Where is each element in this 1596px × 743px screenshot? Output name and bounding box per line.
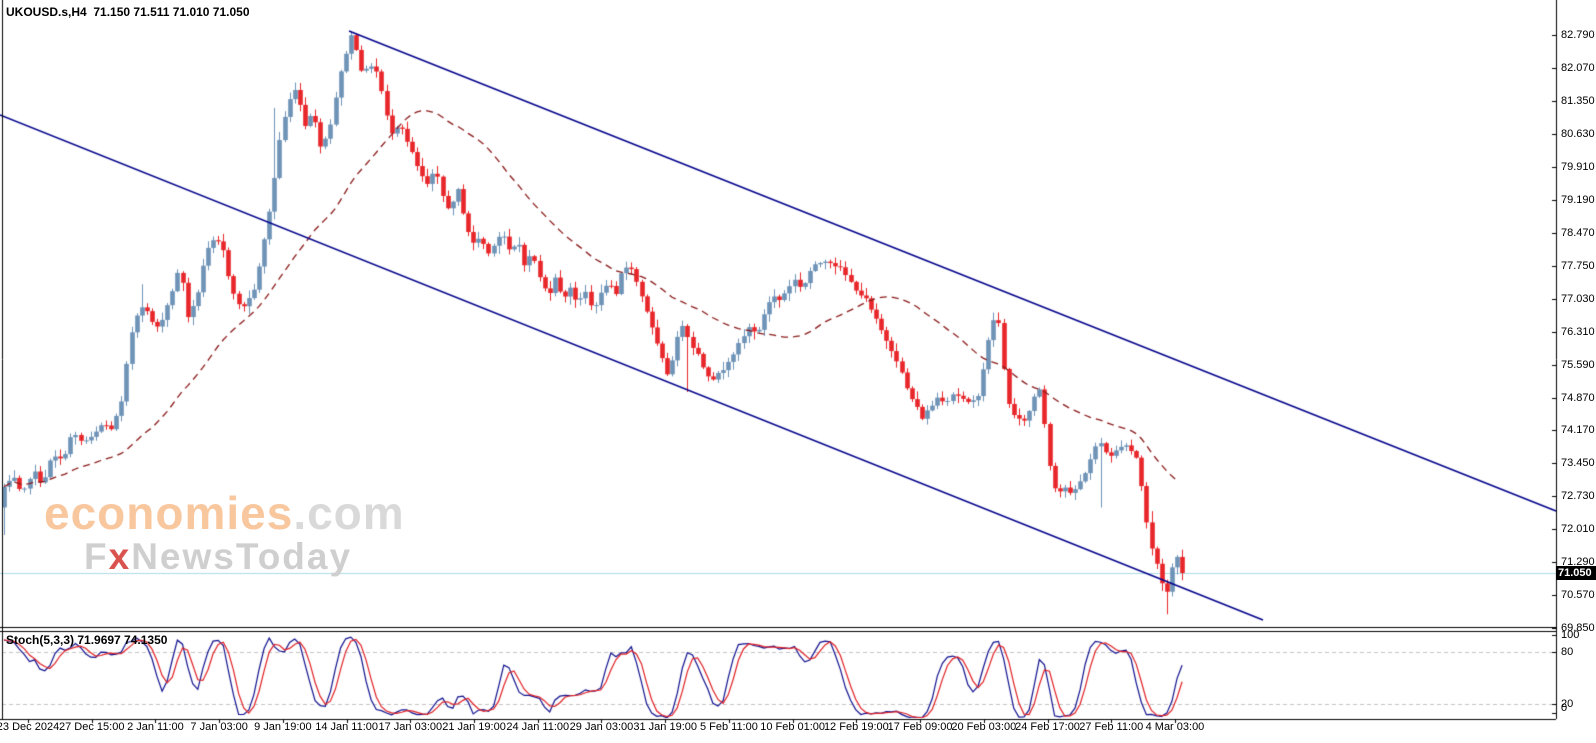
price-axis-label: 82.790: [1561, 29, 1595, 41]
time-axis-label: 10 Feb 01:00: [760, 721, 826, 733]
price-axis-label: 76.310: [1561, 325, 1595, 338]
time-axis-label: 5 Feb 11:00: [699, 721, 758, 733]
time-axis-label: 20 Feb 03:00: [951, 721, 1017, 733]
price-axis-label: 82.070: [1561, 61, 1595, 74]
time-axis-label: 23 Dec 2024: [0, 721, 60, 733]
watermark-brand: economies.com: [44, 490, 405, 536]
current-price-tag: 71.050: [1556, 566, 1596, 580]
time-axis-label: 17 Jan 03:00: [378, 721, 443, 733]
price-axis-label: 77.030: [1561, 292, 1595, 305]
time-axis-label: 2 Jan 11:00: [127, 721, 184, 733]
time-axis-label: 4 Mar 03:00: [1145, 721, 1205, 733]
time-axis-label: 14 Jan 11:00: [315, 721, 378, 733]
watermark: economies.com FxNewsToday: [44, 490, 405, 575]
price-axis-label: 81.350: [1561, 94, 1595, 107]
price-axis-label: 72.730: [1561, 490, 1595, 503]
time-axis-label: 29 Jan 03:00: [569, 721, 634, 733]
price-axis-label: 74.870: [1561, 391, 1595, 404]
price-axis-label: 75.590: [1561, 358, 1595, 371]
indicator-scale-label: 0: [1561, 702, 1568, 714]
time-axis-label: 17 Feb 09:00: [887, 721, 953, 733]
price-axis-label: 73.450: [1561, 457, 1595, 470]
watermark-sub-post: NewsToday: [131, 536, 353, 577]
price-axis-label: 79.190: [1561, 193, 1595, 206]
price-axis-label: 80.630: [1561, 127, 1595, 140]
indicator-scale-label: 100: [1561, 628, 1580, 641]
time-axis-label: 27 Dec 15:00: [59, 721, 125, 733]
time-axis-label: 9 Jan 19:00: [254, 721, 312, 733]
time-axis-label: 27 Feb 11:00: [1079, 721, 1144, 733]
indicator-scale-label: 80: [1561, 645, 1574, 658]
time-axis-label: 31 Jan 19:00: [633, 721, 697, 733]
indicator-label: Stoch(5,3,3) 71.9697 74.1350: [6, 633, 168, 647]
watermark-sub-x: x: [108, 536, 132, 577]
price-axis-label: 77.750: [1561, 259, 1595, 272]
watermark-brand-suffix: .com: [293, 487, 405, 539]
watermark-sub-pre: F: [84, 536, 109, 577]
price-axis-label: 72.010: [1561, 523, 1595, 536]
time-axis-label: 24 Feb 17:00: [1015, 721, 1080, 733]
price-axis-label: 79.910: [1561, 160, 1595, 173]
price-axis-label: 71.290: [1561, 556, 1595, 568]
price-axis-label: 74.170: [1561, 424, 1595, 437]
watermark-brand-orange: economies: [44, 487, 294, 539]
time-axis-label: 12 Feb 19:00: [823, 721, 889, 733]
price-axis-label: 70.570: [1561, 589, 1595, 601]
price-axis-label: 78.470: [1561, 226, 1595, 239]
indicator-scale-label: 20: [1561, 697, 1574, 710]
price-axis-label: 69.850: [1561, 622, 1595, 634]
time-axis-label: 21 Jan 19:00: [442, 721, 506, 733]
chart-title: UKOUSD.s,H4 71.150 71.511 71.010 71.050: [6, 5, 250, 19]
time-axis-label: 7 Jan 03:00: [190, 721, 248, 733]
time-axis-label: 24 Jan 11:00: [506, 721, 570, 733]
watermark-subbrand: FxNewsToday: [84, 538, 405, 575]
